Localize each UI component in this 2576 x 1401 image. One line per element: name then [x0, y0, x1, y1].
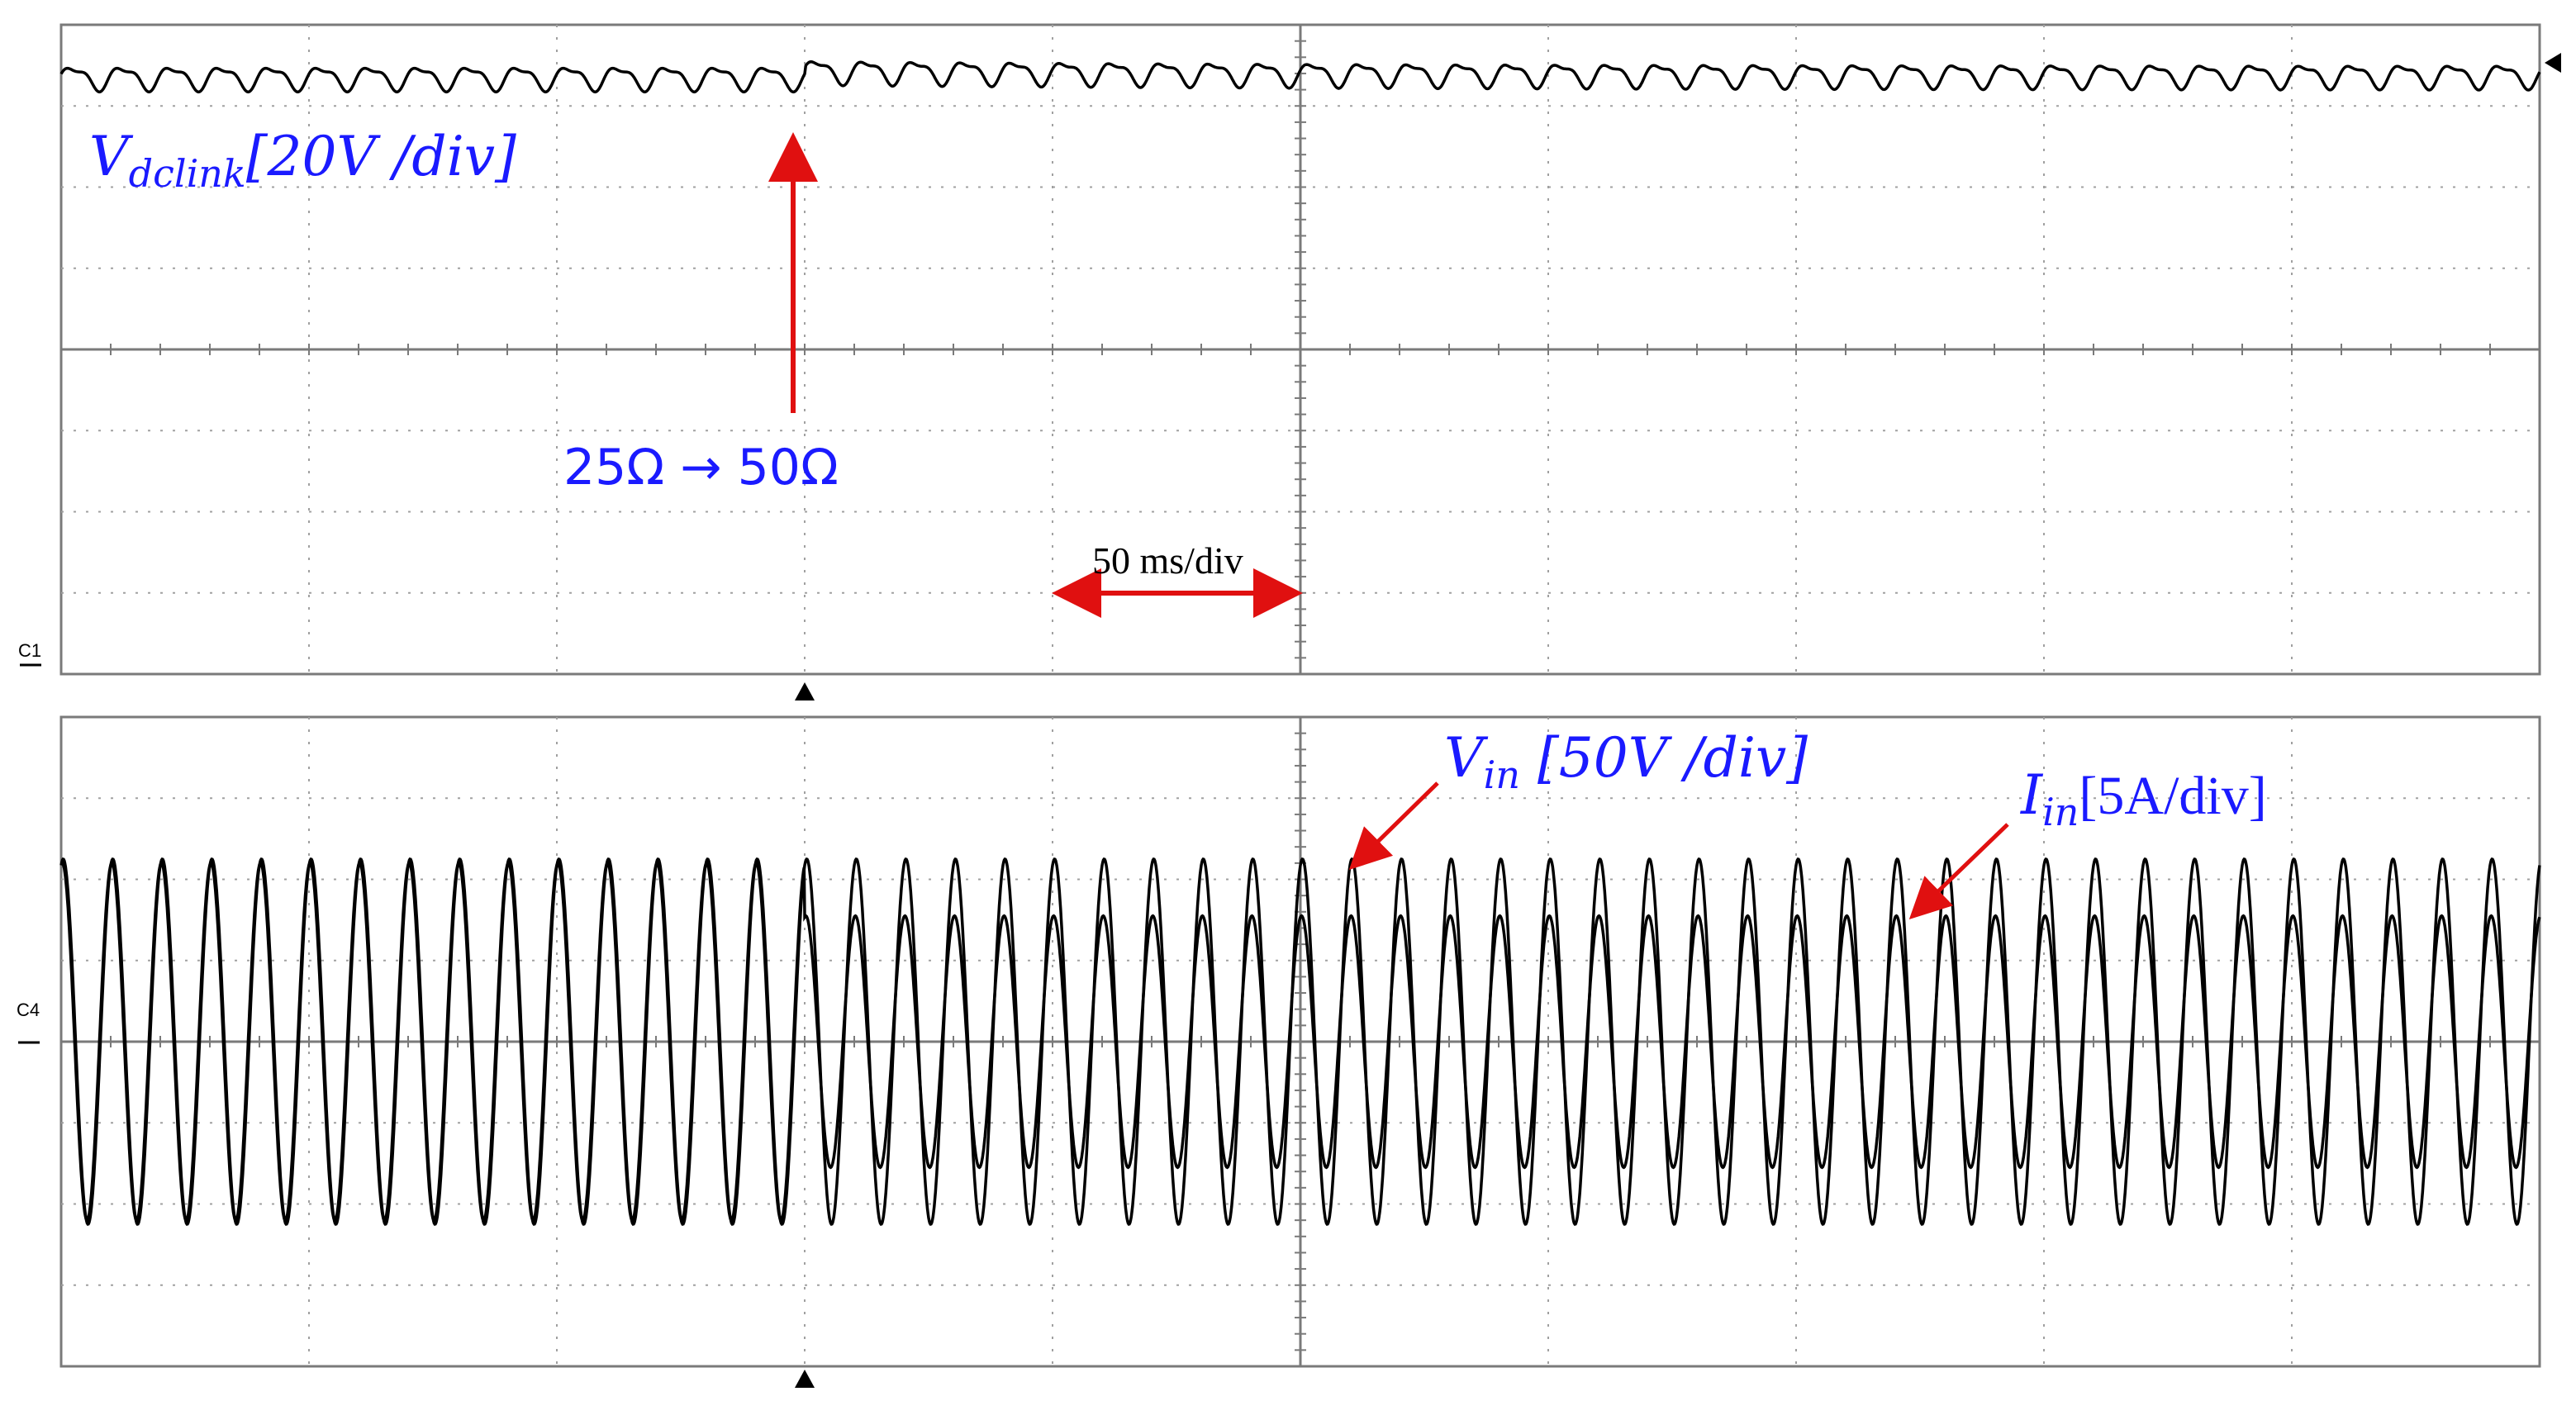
- iin-subscript: in: [2042, 790, 2079, 834]
- vdclink-trace: [59, 60, 2541, 94]
- load-step-label: 25Ω → 50Ω: [563, 439, 839, 496]
- iin-pointer-arrow: [1908, 823, 2009, 919]
- vdclink-subscript: dclink: [129, 151, 246, 196]
- vin-subscript: in: [1484, 753, 1520, 797]
- bottom-panel-vin-iin: C4 Vin [50V /div] Iin[5A/div]: [17, 715, 2541, 1388]
- timebase-label: 50 ms/div: [1092, 539, 1243, 582]
- channel-label-c4: C4: [17, 1000, 40, 1020]
- vdclink-scale: [20V /div]: [246, 125, 516, 188]
- vin-symbol: V: [1444, 726, 1489, 790]
- top-panel-vdclink: C1 Vdclink[20V /div] 25Ω → 50Ω 50 ms/div: [18, 23, 2561, 700]
- iin-label: Iin[5A/div]: [2020, 763, 2267, 834]
- iin-trace: [59, 861, 2541, 1223]
- iin-scale: [5A/div]: [2079, 766, 2266, 826]
- vin-scale: [50V /div]: [1520, 726, 1808, 790]
- bottom-trigger-position-marker: [795, 1370, 815, 1388]
- bottom-panel-grid: [61, 717, 2540, 1366]
- vin-pointer-arrow: [1348, 781, 1439, 870]
- vdclink-symbol: V: [89, 125, 134, 188]
- channel-label-c1: C1: [18, 640, 41, 661]
- trigger-level-marker: [2545, 53, 2561, 73]
- iin-symbol: I: [2020, 763, 2044, 827]
- trigger-position-marker: [795, 682, 815, 700]
- vin-label: Vin [50V /div]: [1444, 726, 1808, 797]
- vdclink-label: Vdclink[20V /div]: [89, 125, 516, 196]
